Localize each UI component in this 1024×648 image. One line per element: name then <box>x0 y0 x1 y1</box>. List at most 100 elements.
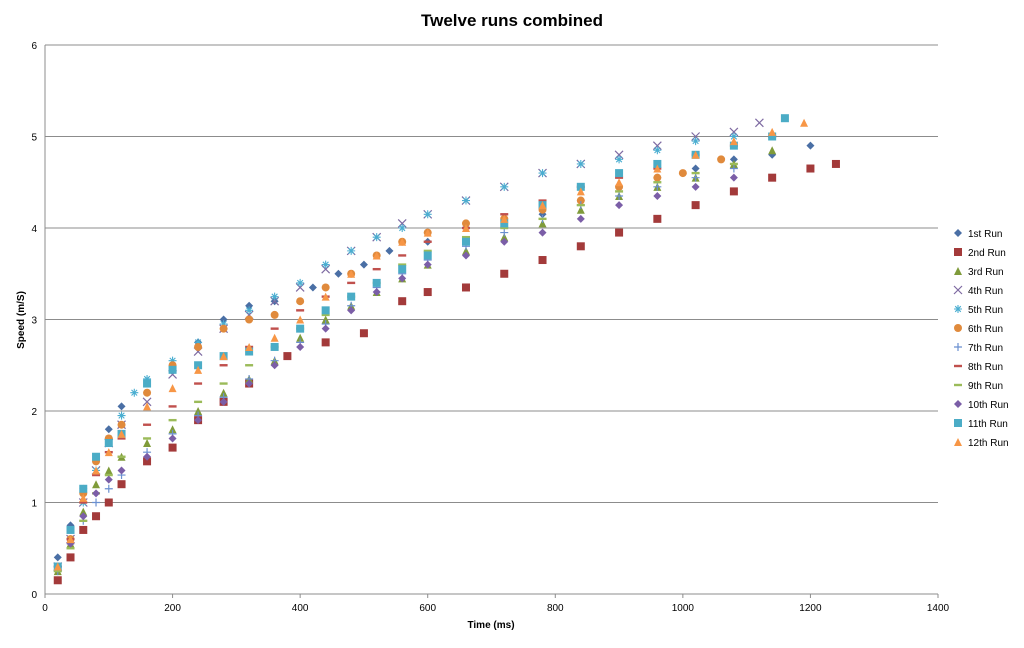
data-point <box>194 382 203 385</box>
data-point <box>321 313 330 317</box>
data-point <box>500 228 509 237</box>
data-point <box>500 226 509 230</box>
data-point <box>538 217 547 221</box>
legend-marker <box>954 419 962 427</box>
data-point <box>653 164 662 173</box>
data-point <box>219 382 228 385</box>
legend-label: 11th Run <box>968 419 1008 430</box>
x-tick-label: 1200 <box>799 603 822 614</box>
data-point <box>117 420 126 429</box>
data-point <box>219 352 228 361</box>
data-point <box>729 141 738 150</box>
data-point <box>168 434 177 443</box>
data-point <box>130 388 139 397</box>
data-point <box>117 411 126 420</box>
data-point <box>270 310 279 319</box>
data-point <box>143 457 152 466</box>
series-10 <box>53 173 738 571</box>
data-point <box>729 173 738 182</box>
y-axis-label: Speed (m/S) <box>16 291 27 349</box>
data-point <box>653 214 662 223</box>
data-point <box>717 155 726 164</box>
gridlines <box>45 44 938 503</box>
data-point <box>168 443 177 452</box>
data-point <box>461 237 470 246</box>
data-point <box>79 484 88 493</box>
data-point <box>615 190 624 193</box>
data-point <box>653 173 662 182</box>
data-point <box>653 159 662 168</box>
data-point <box>92 480 101 489</box>
data-point <box>117 402 126 411</box>
data-point <box>168 405 177 408</box>
series-7 <box>53 164 738 576</box>
data-point <box>143 402 152 411</box>
legend-label: 2nd Run <box>968 248 1006 259</box>
data-point <box>398 297 407 306</box>
data-point <box>423 251 432 260</box>
data-point <box>359 329 368 338</box>
data-point <box>538 199 547 202</box>
series-5 <box>53 132 738 571</box>
data-point <box>729 162 738 166</box>
data-point <box>806 141 815 150</box>
x-axis-label: Time (ms) <box>467 620 514 631</box>
data-point <box>398 237 407 246</box>
data-point <box>53 562 62 571</box>
data-point <box>219 324 228 333</box>
legend-marker <box>954 438 962 446</box>
y-tick-label: 1 <box>31 499 37 510</box>
data-point <box>92 512 101 521</box>
data-point <box>219 388 228 397</box>
data-point <box>79 525 88 534</box>
data-point <box>245 379 254 388</box>
data-point <box>321 292 330 301</box>
data-point <box>653 181 662 184</box>
data-point <box>168 384 177 393</box>
data-point <box>729 155 738 164</box>
data-point <box>92 452 101 461</box>
x-tick-label: 0 <box>42 603 48 614</box>
data-point <box>423 240 432 243</box>
data-point <box>321 260 330 269</box>
data-point <box>398 254 407 257</box>
data-point <box>66 547 75 550</box>
data-point <box>334 269 343 278</box>
data-point <box>92 489 101 498</box>
data-point <box>321 306 330 315</box>
y-tick-label: 4 <box>31 224 37 235</box>
data-point <box>194 365 203 374</box>
data-point <box>398 265 407 274</box>
legend-marker <box>954 248 962 256</box>
data-point <box>576 159 585 168</box>
data-point <box>576 205 585 214</box>
data-point <box>576 182 585 191</box>
data-point <box>347 281 356 285</box>
legend-label: 12th Run <box>968 438 1009 449</box>
series-1 <box>53 141 815 562</box>
legend-marker <box>954 229 962 237</box>
data-point <box>53 553 62 562</box>
legend-marker <box>954 400 962 408</box>
data-point <box>104 448 113 457</box>
data-point <box>678 169 687 178</box>
data-point <box>359 260 368 269</box>
data-point <box>691 164 700 173</box>
legend-marker <box>954 364 962 368</box>
data-point <box>423 249 432 253</box>
data-point <box>576 242 585 251</box>
x-tick-label: 1000 <box>672 603 695 614</box>
data-point <box>283 352 292 361</box>
data-point <box>321 283 330 292</box>
data-point <box>219 397 228 406</box>
axes: 0 1 2 3 4 5 6 0 200 400 600 800 1000 1200 1400 <box>31 41 949 614</box>
data-point <box>576 196 585 205</box>
data-point <box>104 466 113 475</box>
data-point <box>308 283 317 292</box>
data-point <box>245 306 254 315</box>
data-point <box>372 251 381 260</box>
data-point <box>143 379 152 388</box>
data-point <box>615 176 624 179</box>
legend-marker <box>953 285 963 295</box>
data-point <box>461 251 470 260</box>
